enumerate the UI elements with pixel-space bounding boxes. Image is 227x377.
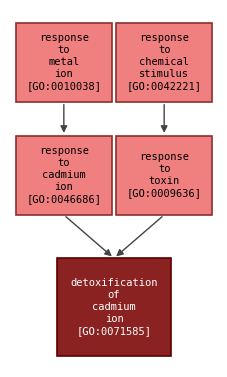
FancyBboxPatch shape — [116, 136, 211, 215]
Text: response
to
metal
ion
[GO:0010038]: response to metal ion [GO:0010038] — [26, 33, 101, 91]
Text: detoxification
of
cadmium
ion
[GO:0071585]: detoxification of cadmium ion [GO:007158… — [70, 278, 157, 336]
Text: response
to
cadmium
ion
[GO:0046686]: response to cadmium ion [GO:0046686] — [26, 146, 101, 204]
FancyBboxPatch shape — [57, 258, 170, 356]
Text: response
to
toxin
[GO:0009636]: response to toxin [GO:0009636] — [126, 152, 201, 198]
FancyBboxPatch shape — [16, 23, 111, 102]
FancyBboxPatch shape — [116, 23, 211, 102]
Text: response
to
chemical
stimulus
[GO:0042221]: response to chemical stimulus [GO:004222… — [126, 33, 201, 91]
FancyBboxPatch shape — [16, 136, 111, 215]
